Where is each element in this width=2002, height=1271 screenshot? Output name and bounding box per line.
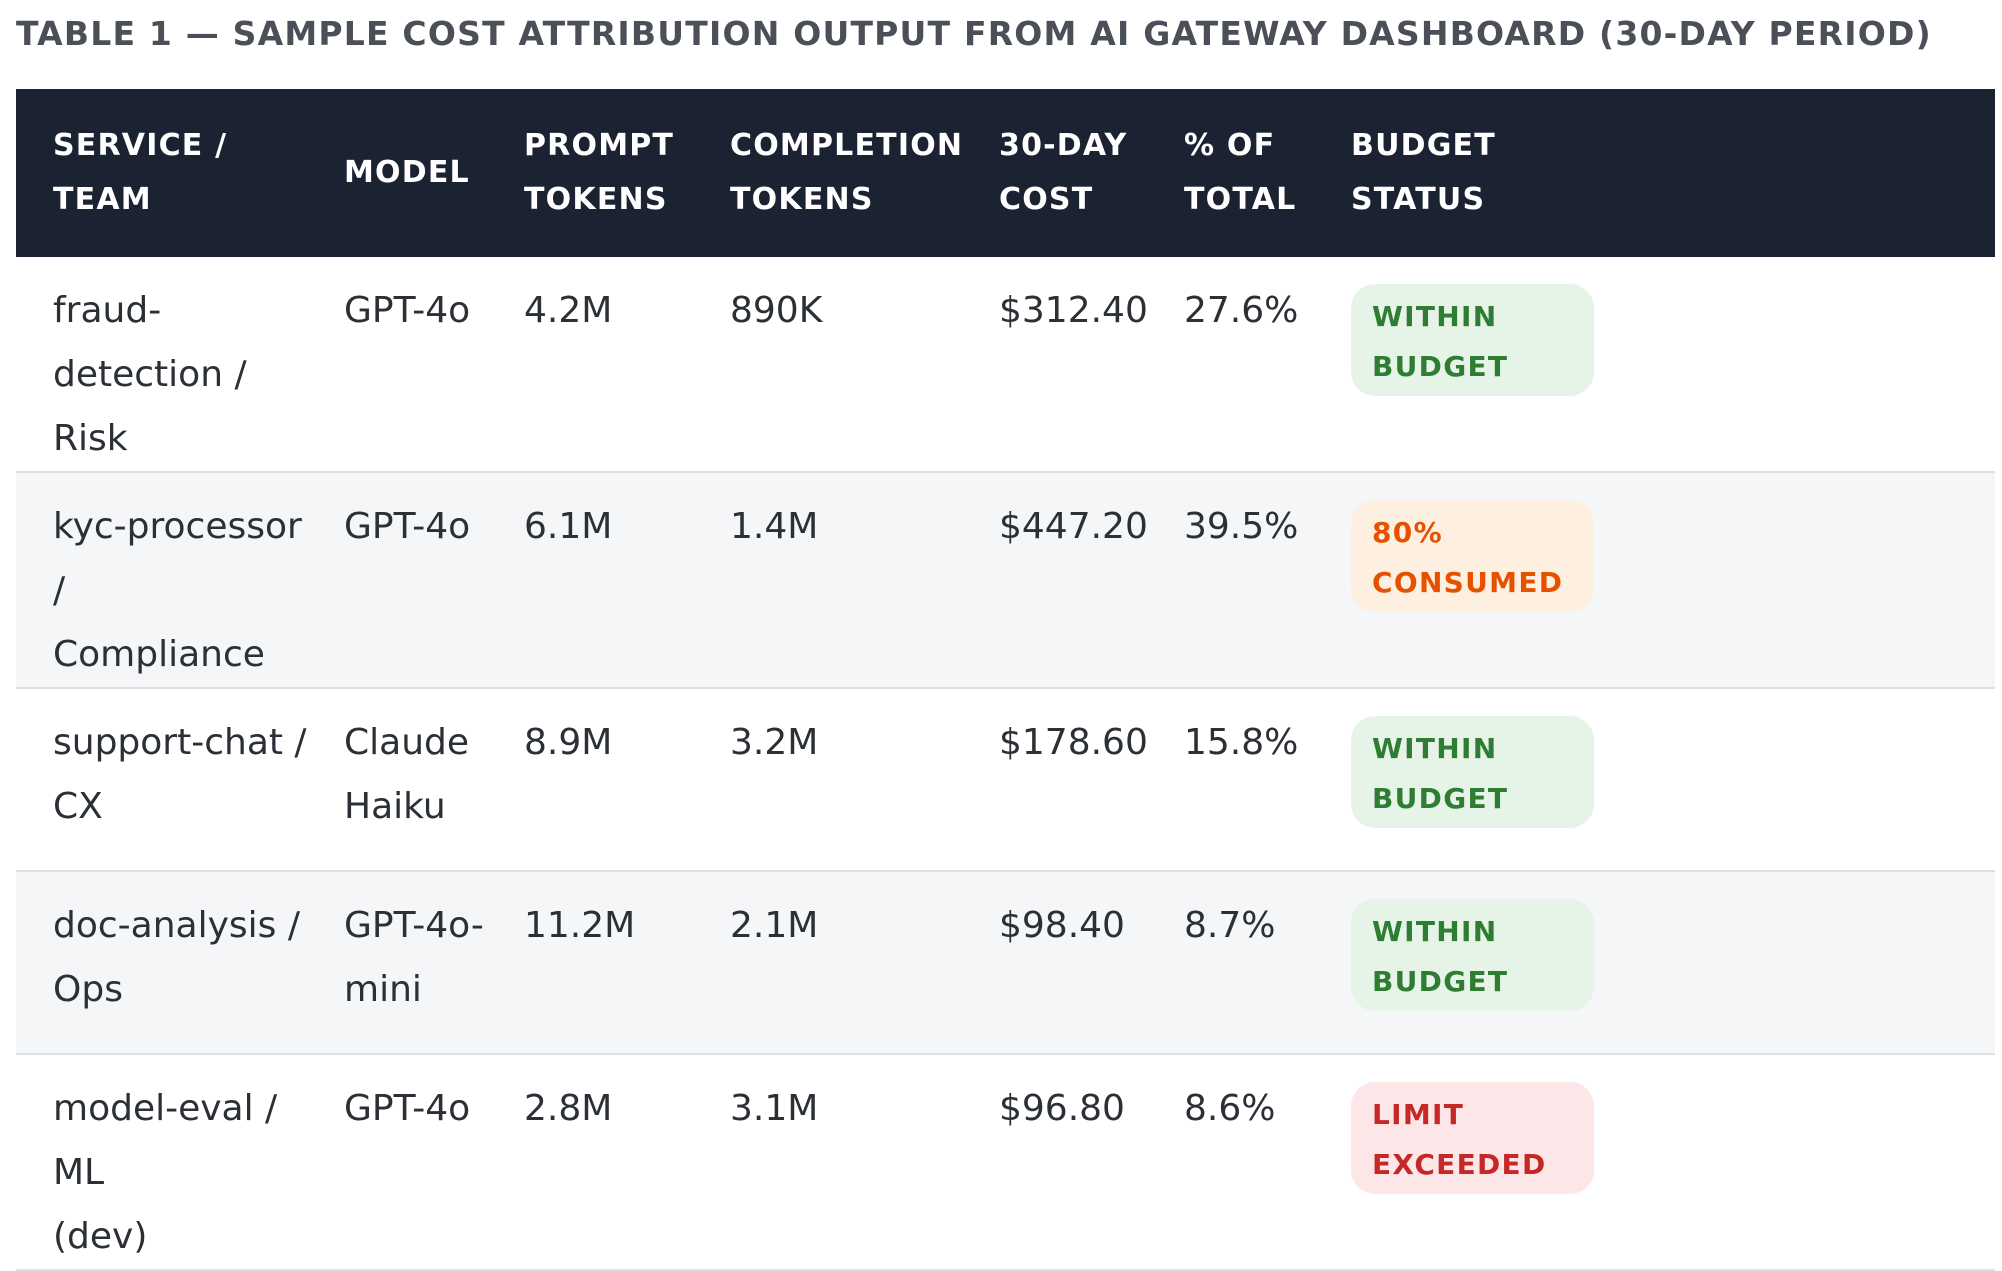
completion-tokens-cell: 3.1M (730, 1088, 819, 1129)
header-percent-of-total: % OF TOTAL (1184, 128, 1297, 217)
percent-cell: 15.8% (1184, 722, 1299, 763)
budget-status-cell: WITHIN BUDGET (1314, 688, 1995, 871)
status-badge: WITHIN BUDGET (1351, 716, 1594, 828)
service-team-cell: kyc-processor / Compliance (53, 506, 302, 675)
model-cell: Claude Haiku (344, 722, 470, 827)
service-team-cell: support-chat / CX (53, 722, 307, 827)
service-team-cell: doc-analysis / Ops (53, 905, 300, 1010)
header-completion-tokens: COMPLETION TOKENS (730, 128, 964, 217)
table-row: fraud-detection / Risk GPT-4o 4.2M 890K $… (16, 257, 1995, 472)
prompt-tokens-cell: 8.9M (524, 722, 613, 763)
percent-cell: 8.6% (1184, 1088, 1276, 1129)
cost-cell: $96.80 (999, 1088, 1125, 1129)
percent-cell: 27.6% (1184, 290, 1299, 331)
service-team-cell: model-eval / ML (dev) (53, 1088, 278, 1257)
completion-tokens-cell: 1.4M (730, 506, 819, 547)
header-service-team: SERVICE / TEAM (53, 128, 228, 217)
status-badge: LIMIT EXCEEDED (1351, 1082, 1594, 1194)
cost-cell: $447.20 (999, 506, 1148, 547)
budget-status-cell: WITHIN BUDGET (1314, 871, 1995, 1054)
model-cell: GPT-4o (344, 1088, 471, 1129)
header-30-day-cost: 30-DAY COST (999, 128, 1128, 217)
status-badge: 80% CONSUMED (1351, 500, 1594, 612)
percent-cell: 39.5% (1184, 506, 1299, 547)
cost-cell: $98.40 (999, 905, 1125, 946)
table-row: model-eval / ML (dev) GPT-4o 2.8M 3.1M $9… (16, 1054, 1995, 1270)
budget-status-cell: LIMIT EXCEEDED (1314, 1054, 1995, 1270)
prompt-tokens-cell: 4.2M (524, 290, 613, 331)
cost-attribution-table: SERVICE / TEAM MODEL PROMPT TOKENS COMPLE… (16, 89, 1995, 1271)
model-cell: GPT-4o (344, 506, 471, 547)
table-row: support-chat / CX Claude Haiku 8.9M 3.2M $… (16, 688, 1995, 871)
prompt-tokens-cell: 2.8M (524, 1088, 613, 1129)
model-cell: GPT-4o (344, 290, 471, 331)
header-model: MODEL (344, 155, 470, 190)
header-budget-status: BUDGET STATUS (1351, 128, 1496, 217)
table-caption: TABLE 1 — SAMPLE COST ATTRIBUTION OUTPUT… (16, 14, 1932, 53)
prompt-tokens-cell: 6.1M (524, 506, 613, 547)
header-prompt-tokens: PROMPT TOKENS (524, 128, 675, 217)
status-badge: WITHIN BUDGET (1351, 284, 1594, 396)
status-badge: WITHIN BUDGET (1351, 899, 1594, 1011)
model-cell: GPT-4o-mini (344, 905, 484, 1010)
budget-status-cell: WITHIN BUDGET (1314, 257, 1995, 472)
percent-cell: 8.7% (1184, 905, 1276, 946)
table-row: kyc-processor / Compliance GPT-4o 6.1M 1.… (16, 472, 1995, 688)
completion-tokens-cell: 3.2M (730, 722, 819, 763)
cost-cell: $178.60 (999, 722, 1148, 763)
completion-tokens-cell: 2.1M (730, 905, 819, 946)
prompt-tokens-cell: 11.2M (524, 905, 636, 946)
budget-status-cell: 80% CONSUMED (1314, 472, 1995, 688)
cost-cell: $312.40 (999, 290, 1148, 331)
table-row: doc-analysis / Ops GPT-4o-mini 11.2M 2.1M… (16, 871, 1995, 1054)
table-header-row: SERVICE / TEAM MODEL PROMPT TOKENS COMPLE… (16, 89, 1995, 257)
service-team-cell: fraud-detection / Risk (53, 290, 247, 459)
completion-tokens-cell: 890K (730, 290, 823, 331)
